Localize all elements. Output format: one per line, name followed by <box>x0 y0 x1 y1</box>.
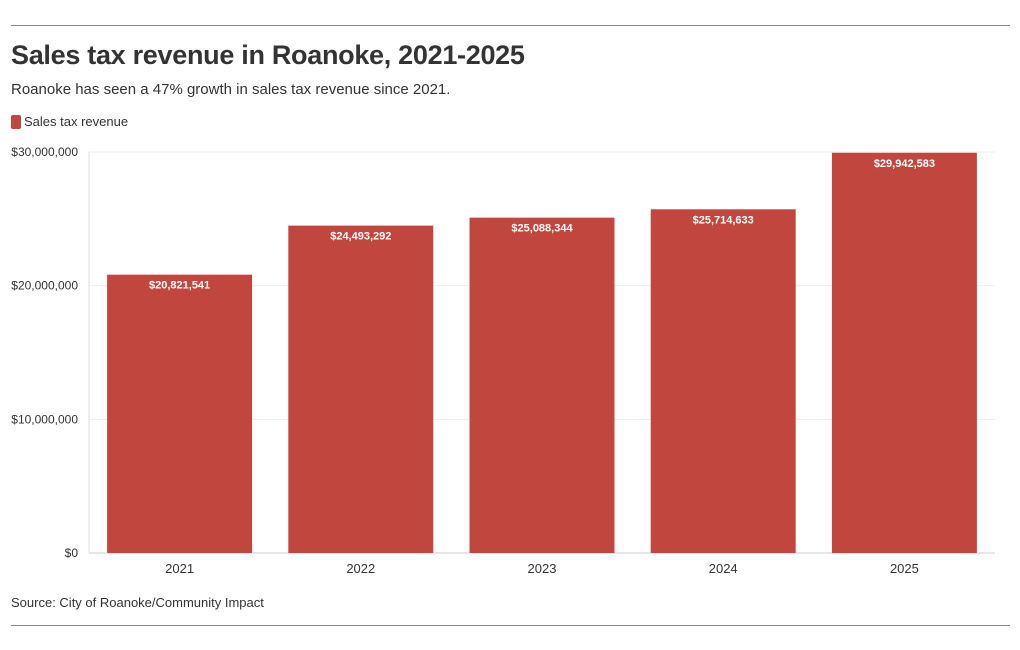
source-note: Source: City of Roanoke/Community Impact <box>11 595 264 610</box>
data-label: $20,821,541 <box>149 280 210 292</box>
chart-title: Sales tax revenue in Roanoke, 2021-2025 <box>11 40 525 70</box>
y-tick-label: $10,000,000 <box>11 412 78 426</box>
y-tick-label: $0 <box>65 546 79 560</box>
x-tick-label: 2023 <box>528 561 557 576</box>
x-tick-label: 2024 <box>709 561 738 576</box>
bar <box>831 152 977 554</box>
legend-swatch <box>11 114 21 129</box>
bar <box>288 225 434 553</box>
x-tick-label: 2022 <box>346 561 375 576</box>
bottom-divider <box>11 625 1010 626</box>
bar <box>107 274 253 553</box>
legend-label: Sales tax revenue <box>24 114 129 129</box>
y-tick-label: $30,000,000 <box>11 145 78 159</box>
data-label: $25,088,344 <box>511 223 573 235</box>
chart-subtitle: Roanoke has seen a 47% growth in sales t… <box>11 81 451 98</box>
x-tick-label: 2025 <box>890 561 919 576</box>
data-label: $24,493,292 <box>330 231 391 243</box>
bar <box>650 209 796 553</box>
data-label: $25,714,633 <box>693 214 754 226</box>
bar <box>469 217 615 553</box>
data-label: $29,942,583 <box>874 158 935 170</box>
legend: Sales tax revenue <box>11 114 128 129</box>
x-tick-label: 2021 <box>165 561 194 576</box>
y-tick-label: $20,000,000 <box>11 279 78 293</box>
top-divider <box>11 25 1010 26</box>
